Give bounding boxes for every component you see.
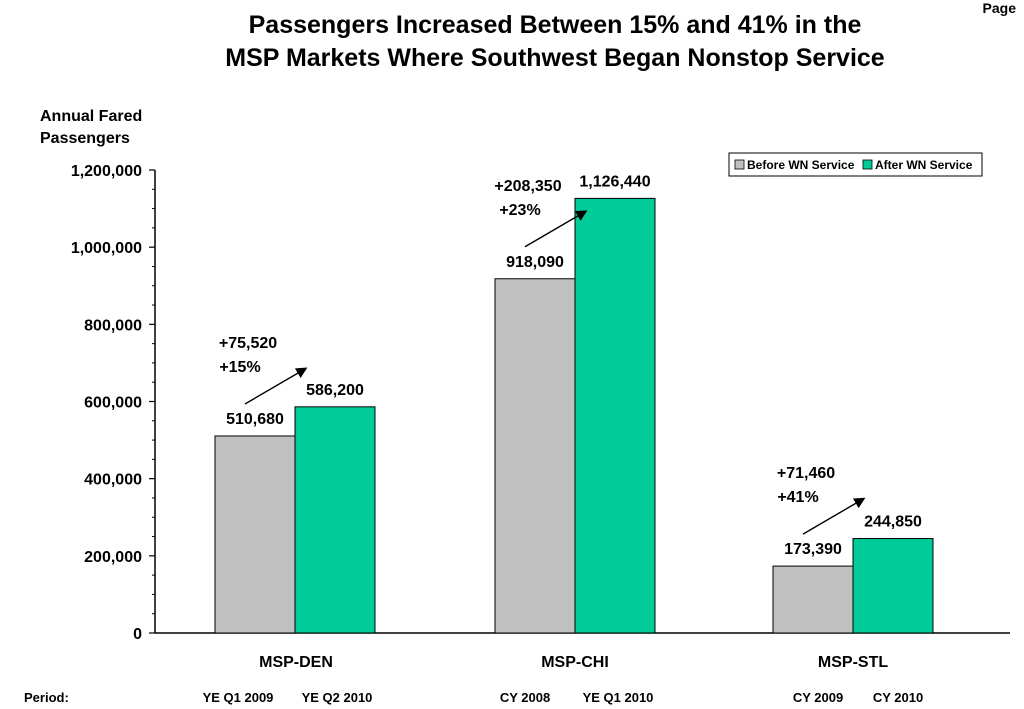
bar-before-stl [772, 565, 854, 634]
y-tick-label: 800,000 [84, 317, 142, 334]
y-axis-label-line-1: Annual Fared [40, 108, 143, 125]
y-axis-label: Annual Fared Passengers [40, 106, 142, 150]
legend-box [728, 152, 983, 177]
data-label-before-den: 510,680 [226, 411, 284, 428]
legend-swatch-after [862, 159, 873, 170]
data-label-before-chi: 918,090 [506, 254, 564, 271]
y-tick-label: 0 [133, 626, 142, 643]
period-stl-after: CY 2010 [872, 690, 924, 705]
data-label-after-stl: 244,850 [864, 514, 922, 531]
chart-title-line-2: MSP Markets Where Southwest Began Nonsto… [225, 44, 885, 72]
period-label: Period: [24, 690, 69, 705]
bar-before-den [214, 435, 296, 634]
period-den-after: YE Q2 2010 [301, 690, 373, 705]
annotation-change-chi: +208,350 [494, 178, 561, 195]
page-label: Page [982, 0, 1016, 16]
annotation-percent-den: +15% [219, 359, 260, 376]
y-axis-label-line-2: Passengers [40, 130, 130, 147]
chart-title-line-1: Passengers Increased Between 15% and 41%… [248, 11, 862, 39]
y-tick-label: 1,200,000 [71, 163, 142, 180]
annotation-change-den: +75,520 [219, 335, 277, 352]
data-label-after-chi: 1,126,440 [579, 173, 650, 190]
annotation-change-stl: +71,460 [777, 465, 835, 482]
bar-before-chi [494, 278, 576, 634]
data-label-before-stl: 173,390 [784, 541, 842, 558]
change-arrow-chi [524, 210, 588, 248]
legend-label-after: After WN Service [875, 158, 973, 172]
legend-swatch-before [734, 159, 745, 170]
period-chi-after: YE Q1 2010 [582, 690, 654, 705]
legend-label-before: Before WN Service [747, 158, 855, 172]
bar-after-den [294, 406, 376, 634]
category-label-den: MSP-DEN [259, 654, 333, 671]
category-label-stl: MSP-STL [818, 654, 888, 671]
y-tick-label: 400,000 [84, 472, 142, 489]
annotation-percent-stl: +41% [777, 489, 818, 506]
category-label-chi: MSP-CHI [541, 654, 609, 671]
period-chi-before: CY 2008 [499, 690, 551, 705]
y-tick-label: 600,000 [84, 395, 142, 412]
period-den-before: YE Q1 2009 [202, 690, 274, 705]
y-tick-label: 1,000,000 [71, 240, 142, 257]
period-stl-before: CY 2009 [792, 690, 844, 705]
data-label-after-den: 586,200 [306, 382, 364, 399]
bar-after-stl [852, 538, 934, 634]
y-tick-label: 200,000 [84, 549, 142, 566]
annotation-percent-chi: +23% [499, 202, 540, 219]
change-arrow-den [244, 367, 308, 405]
change-arrow-stl [802, 497, 866, 535]
bar-after-chi [574, 197, 656, 634]
